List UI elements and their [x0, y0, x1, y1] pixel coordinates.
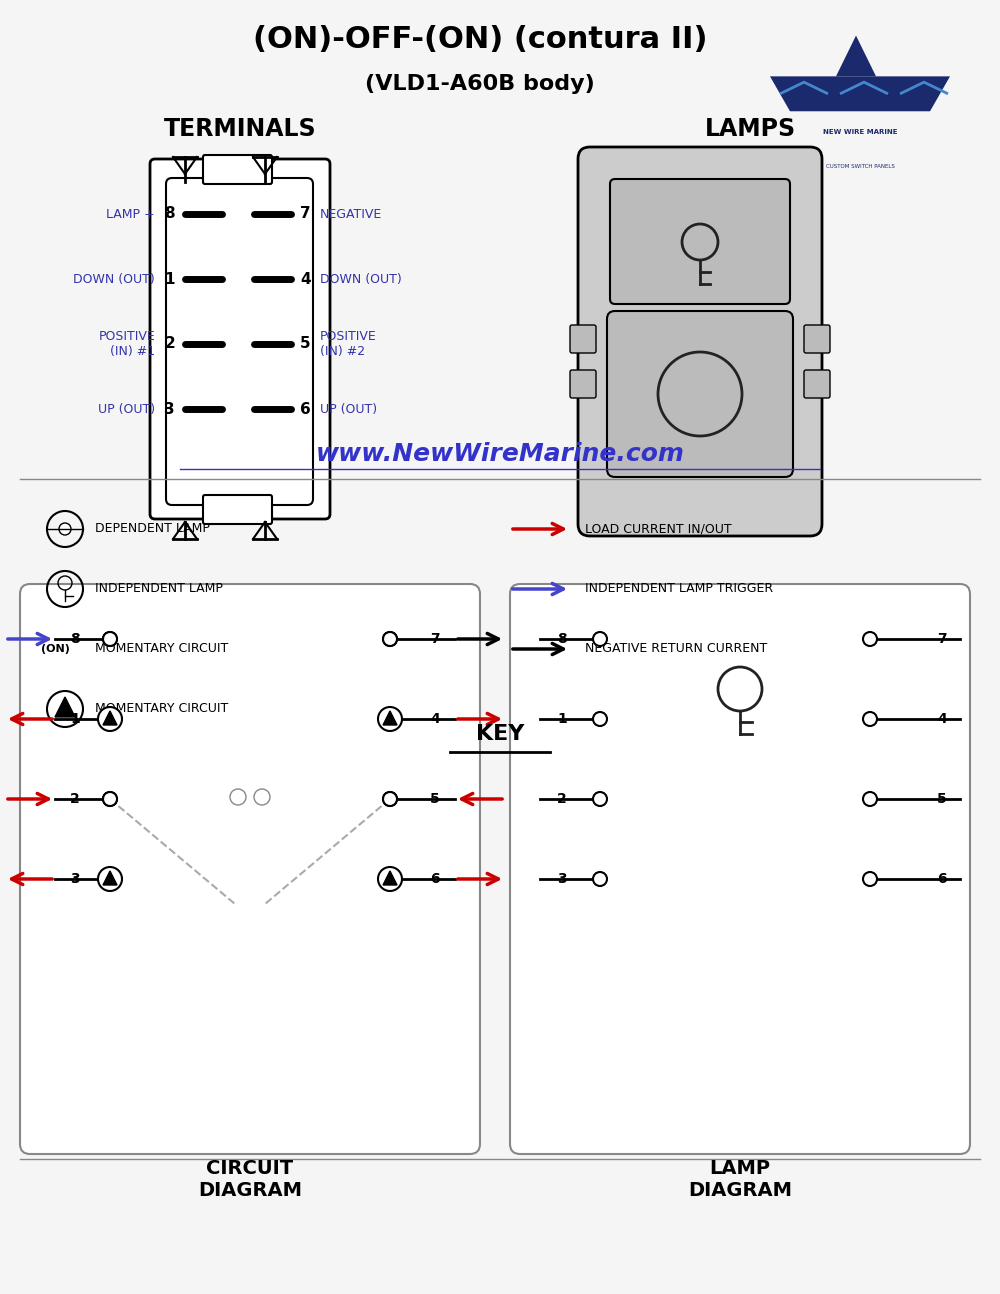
Polygon shape [55, 697, 75, 717]
Text: DOWN (OUT): DOWN (OUT) [320, 273, 402, 286]
Text: POSITIVE
(IN) #2: POSITIVE (IN) #2 [320, 330, 377, 358]
Circle shape [254, 789, 270, 805]
Text: MOMENTARY CIRCUIT: MOMENTARY CIRCUIT [95, 643, 228, 656]
FancyBboxPatch shape [570, 370, 596, 399]
Circle shape [383, 631, 397, 646]
Text: LAMP
DIAGRAM: LAMP DIAGRAM [688, 1158, 792, 1200]
Text: www.NewWireMarine.com: www.NewWireMarine.com [316, 443, 684, 466]
Text: NEGATIVE: NEGATIVE [320, 207, 382, 220]
Circle shape [98, 707, 122, 731]
FancyBboxPatch shape [150, 159, 330, 519]
Circle shape [593, 792, 607, 806]
Polygon shape [383, 871, 397, 885]
Text: 3: 3 [164, 401, 175, 417]
Text: DEPENDENT LAMP: DEPENDENT LAMP [95, 523, 210, 536]
Polygon shape [770, 76, 950, 111]
Circle shape [863, 872, 877, 886]
Text: NEW WIRE MARINE: NEW WIRE MARINE [823, 129, 897, 135]
Text: 4: 4 [430, 712, 440, 726]
Polygon shape [103, 871, 117, 885]
Polygon shape [836, 36, 876, 76]
Circle shape [103, 712, 117, 726]
Circle shape [230, 789, 246, 805]
Text: LAMPS: LAMPS [704, 116, 796, 141]
FancyBboxPatch shape [510, 584, 970, 1154]
Circle shape [593, 872, 607, 886]
Text: DOWN (OUT): DOWN (OUT) [73, 273, 155, 286]
Circle shape [863, 631, 877, 646]
Text: 6: 6 [430, 872, 440, 886]
Text: KEY: KEY [476, 725, 524, 744]
Text: 2: 2 [557, 792, 567, 806]
Text: CIRCUIT
DIAGRAM: CIRCUIT DIAGRAM [198, 1158, 302, 1200]
Text: INDEPENDENT LAMP TRIGGER: INDEPENDENT LAMP TRIGGER [585, 582, 773, 595]
FancyBboxPatch shape [570, 325, 596, 353]
Circle shape [103, 792, 117, 806]
Text: 8: 8 [164, 207, 175, 221]
Circle shape [383, 872, 397, 886]
FancyBboxPatch shape [607, 311, 793, 477]
Circle shape [98, 867, 122, 892]
Text: 6: 6 [300, 401, 311, 417]
Text: LAMP +: LAMP + [106, 207, 155, 220]
Text: 8: 8 [70, 631, 80, 646]
Text: TERMINALS: TERMINALS [164, 116, 316, 141]
Text: UP (OUT): UP (OUT) [320, 402, 377, 415]
Text: 4: 4 [300, 272, 311, 286]
Text: (ON)-OFF-(ON) (contura II): (ON)-OFF-(ON) (contura II) [253, 25, 707, 53]
Circle shape [378, 867, 402, 892]
Circle shape [383, 792, 397, 806]
Circle shape [59, 523, 71, 534]
Text: 5: 5 [300, 336, 311, 352]
Text: CUSTOM SWITCH PANELS: CUSTOM SWITCH PANELS [826, 164, 894, 168]
Circle shape [103, 792, 117, 806]
Circle shape [863, 712, 877, 726]
FancyBboxPatch shape [20, 584, 480, 1154]
FancyBboxPatch shape [804, 325, 830, 353]
Text: INDEPENDENT LAMP: INDEPENDENT LAMP [95, 582, 223, 595]
Circle shape [593, 631, 607, 646]
Text: LOAD CURRENT IN/OUT: LOAD CURRENT IN/OUT [585, 523, 732, 536]
Circle shape [103, 872, 117, 886]
Text: (ON): (ON) [41, 644, 69, 653]
FancyBboxPatch shape [203, 496, 272, 524]
FancyBboxPatch shape [578, 148, 822, 536]
Text: 6: 6 [937, 872, 947, 886]
FancyBboxPatch shape [166, 179, 313, 505]
Text: 7: 7 [300, 207, 311, 221]
Circle shape [383, 631, 397, 646]
FancyBboxPatch shape [610, 179, 790, 304]
Polygon shape [103, 710, 117, 725]
Text: 2: 2 [164, 336, 175, 352]
Text: 1: 1 [557, 712, 567, 726]
Text: 7: 7 [937, 631, 947, 646]
Text: 8: 8 [557, 631, 567, 646]
Text: 1: 1 [164, 272, 175, 286]
Circle shape [103, 631, 117, 646]
Text: 4: 4 [937, 712, 947, 726]
Text: NEGATIVE RETURN CURRENT: NEGATIVE RETURN CURRENT [585, 643, 767, 656]
Text: 5: 5 [937, 792, 947, 806]
Text: 2: 2 [70, 792, 80, 806]
Circle shape [103, 631, 117, 646]
Text: POSITIVE
(IN) #1: POSITIVE (IN) #1 [98, 330, 155, 358]
Circle shape [863, 792, 877, 806]
Text: UP (OUT): UP (OUT) [98, 402, 155, 415]
Text: 7: 7 [430, 631, 440, 646]
Text: (VLD1-A60B body): (VLD1-A60B body) [365, 74, 595, 94]
Text: 1: 1 [70, 712, 80, 726]
Circle shape [383, 712, 397, 726]
FancyBboxPatch shape [804, 370, 830, 399]
Text: MOMENTARY CIRCUIT: MOMENTARY CIRCUIT [95, 703, 228, 716]
Text: 3: 3 [557, 872, 567, 886]
Polygon shape [383, 710, 397, 725]
FancyBboxPatch shape [203, 155, 272, 184]
Text: 3: 3 [70, 872, 80, 886]
Circle shape [593, 712, 607, 726]
Text: 5: 5 [430, 792, 440, 806]
Circle shape [383, 792, 397, 806]
Circle shape [378, 707, 402, 731]
